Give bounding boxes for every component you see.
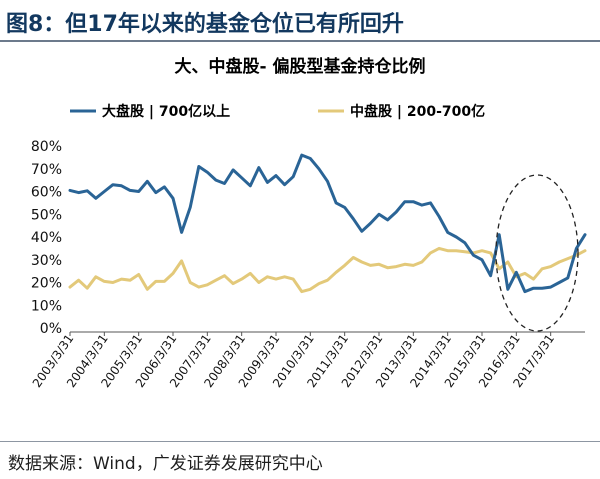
chart-title: 大、中盘股- 偏股型基金持仓比例 bbox=[175, 56, 426, 77]
y-tick-label: 0% bbox=[40, 321, 62, 337]
figure-title-text: 图8：但17年以来的基金仓位已有所回升 bbox=[6, 12, 404, 37]
legend-label-0: 大盘股 | 700亿以上 bbox=[102, 103, 230, 120]
source-note: 数据来源：Wind，广发证券发展研究中心 bbox=[8, 454, 323, 474]
y-axis: 0% 10% 20% 30% 40% 50% 60% 70% 80% bbox=[31, 139, 62, 337]
y-tick-label: 80% bbox=[31, 139, 62, 155]
y-tick-label: 10% bbox=[31, 298, 62, 314]
line-chart: 大、中盘股- 偏股型基金持仓比例 大盘股 | 700亿以上 中盘股 | 200-7… bbox=[30, 56, 587, 390]
plot-area bbox=[68, 153, 587, 294]
highlight-ellipse bbox=[495, 174, 579, 332]
series-line-0 bbox=[68, 153, 587, 294]
legend-label-1: 中盘股 | 200-700亿 bbox=[350, 103, 485, 120]
figure-title: 图8：但17年以来的基金仓位已有所回升 bbox=[0, 0, 600, 40]
footer-divider bbox=[0, 441, 600, 442]
y-tick-label: 20% bbox=[31, 276, 62, 292]
title-divider bbox=[0, 40, 600, 42]
x-axis: 2003/3/312004/3/312005/3/312006/3/312007… bbox=[30, 331, 585, 390]
legend: 大盘股 | 700亿以上 中盘股 | 200-700亿 bbox=[70, 103, 485, 120]
y-tick-label: 60% bbox=[31, 185, 62, 201]
y-tick-label: 40% bbox=[31, 230, 62, 246]
y-tick-label: 50% bbox=[31, 207, 62, 223]
series-line-1 bbox=[68, 246, 587, 294]
y-tick-label: 70% bbox=[31, 162, 62, 178]
y-tick-label: 30% bbox=[31, 253, 62, 269]
